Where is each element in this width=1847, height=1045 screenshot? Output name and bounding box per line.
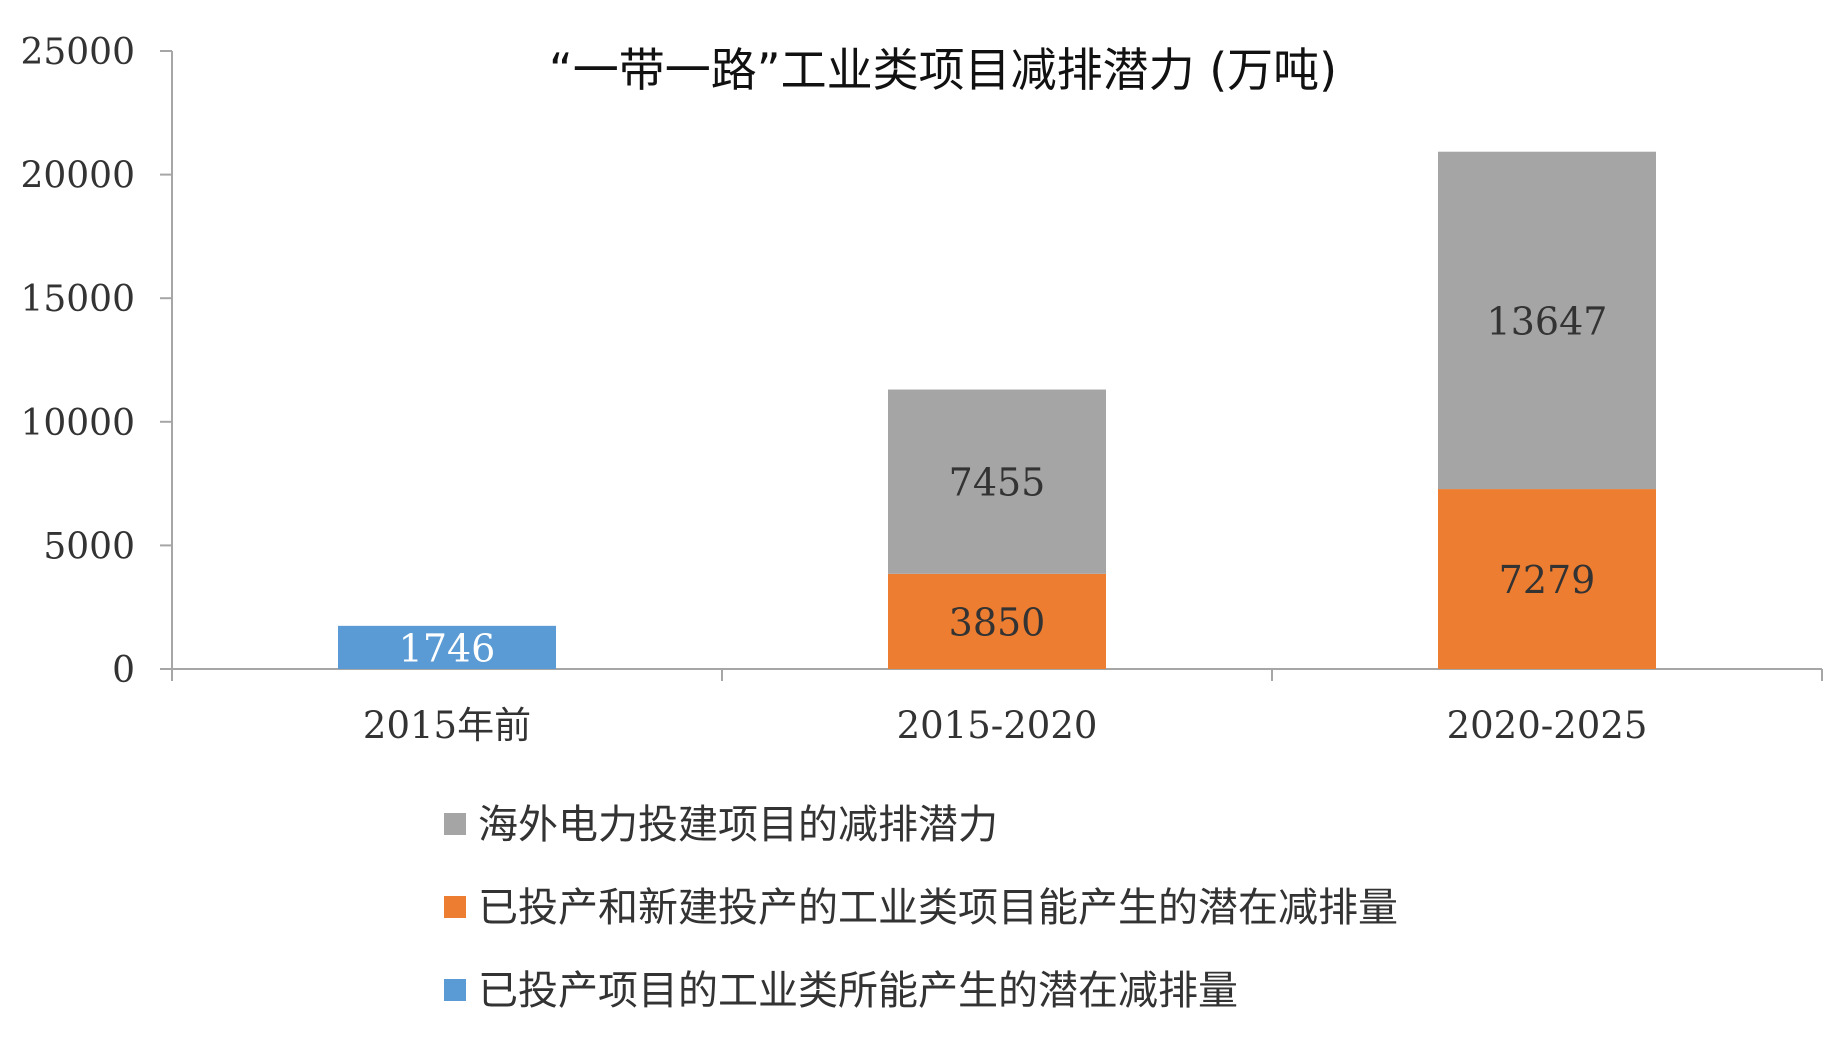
data-label: 7279 [1499, 558, 1596, 602]
y-tick-label: 0 [112, 650, 135, 691]
data-label: 7455 [949, 461, 1046, 505]
bar-segment [1438, 489, 1656, 669]
bar-segment [888, 573, 1106, 669]
legend-swatch [444, 979, 466, 1001]
axes: 0 5000 10000 15000 20000 25000 2015年前 2015-2020… [20, 32, 1823, 747]
legend-label: 海外电力投建项目的减排潜力 [478, 802, 998, 848]
bar-segment [1438, 151, 1656, 490]
legend: 海外电力投建项目的减排潜力已投产和新建投产的工业类项目能产生的潜在减排量已投产项… [444, 802, 1398, 1014]
x-tick-label: 2020-2025 [1447, 704, 1648, 747]
legend-label: 已投产项目的工业类所能产生的潜在减排量 [478, 968, 1238, 1014]
data-label: 13647 [1487, 299, 1608, 343]
y-tick-label: 20000 [20, 156, 135, 197]
legend-label: 已投产和新建投产的工业类项目能产生的潜在减排量 [478, 885, 1398, 931]
data-label: 1746 [399, 626, 496, 670]
y-tick-label: 25000 [20, 32, 135, 73]
x-tick-label: 2015-2020 [897, 704, 1098, 747]
bars: 1746 3850 7455 7279 13647 [338, 151, 1656, 670]
legend-swatch [444, 813, 466, 835]
y-tick-label: 5000 [43, 526, 135, 567]
y-tick-label: 15000 [20, 279, 135, 320]
x-tick-label: 2015年前 [363, 704, 531, 747]
legend-swatch [444, 896, 466, 918]
data-label: 3850 [949, 600, 1046, 644]
chart-title: “一带一路”工业类项目减排潜力 (万吨) [549, 43, 1337, 97]
y-tick-label: 10000 [20, 403, 135, 444]
bar-segment [338, 625, 556, 669]
bar-segment [888, 389, 1106, 574]
